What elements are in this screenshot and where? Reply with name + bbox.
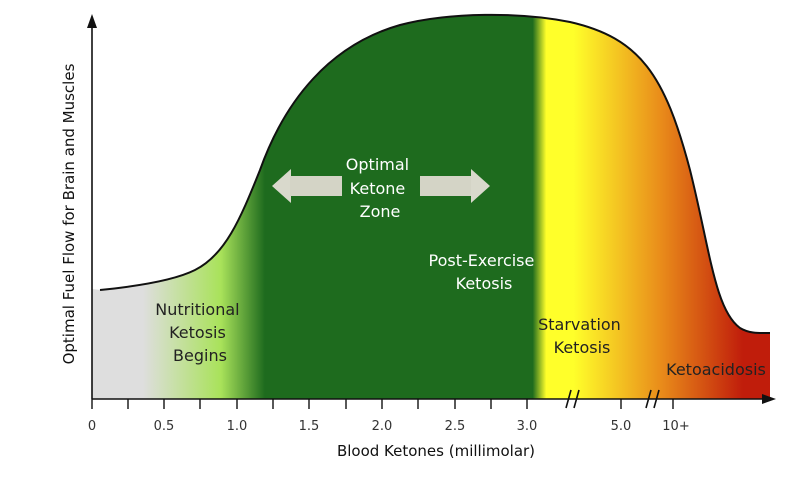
fuel-flow-curve-line	[99, 13, 771, 335]
x-axis-ticks	[91, 399, 674, 409]
x-axis-title: Blood Ketones (millimolar)	[337, 442, 535, 460]
x-axis-tick-labels: 0 0.5 1.0 1.5 2.0 2.5 3.0 5.0 10+	[88, 419, 690, 434]
x-axis-arrow-icon	[762, 394, 776, 404]
x-tick-label-5: 2.5	[445, 419, 466, 434]
label-nutritional-ketosis-begins: Nutritional Ketosis Begins	[155, 300, 244, 365]
axis-break-2	[645, 389, 660, 409]
x-tick-label-8: 10+	[662, 419, 689, 434]
y-axis-title: Optimal Fuel Flow for Brain and Muscles	[60, 63, 78, 364]
x-tick-label-6: 3.0	[517, 419, 538, 434]
arrow-right-shaft	[420, 176, 472, 196]
arrow-left-shaft	[290, 176, 342, 196]
y-axis-arrow-icon	[87, 14, 97, 28]
axis-break-1	[565, 389, 580, 409]
label-post-exercise-ketosis: Post-Exercise Ketosis	[429, 251, 540, 293]
x-tick-label-3: 1.5	[299, 419, 320, 434]
label-starvation-ketosis: Starvation Ketosis	[538, 315, 626, 357]
arrow-left-head	[272, 169, 291, 203]
arrow-right-head	[471, 169, 490, 203]
label-ketoacidosis: Ketoacidosis	[666, 360, 766, 379]
x-tick-label-4: 2.0	[372, 419, 393, 434]
label-optimal-ketone-zone: Optimal Ketone Zone	[346, 155, 414, 221]
optimal-zone-double-arrow	[272, 169, 490, 203]
x-tick-label-1: 0.5	[154, 419, 175, 434]
fuel-flow-curve-area	[92, 14, 770, 400]
x-tick-label-2: 1.0	[227, 419, 248, 434]
x-tick-label-7: 5.0	[611, 419, 632, 434]
x-tick-label-0: 0	[88, 419, 96, 434]
